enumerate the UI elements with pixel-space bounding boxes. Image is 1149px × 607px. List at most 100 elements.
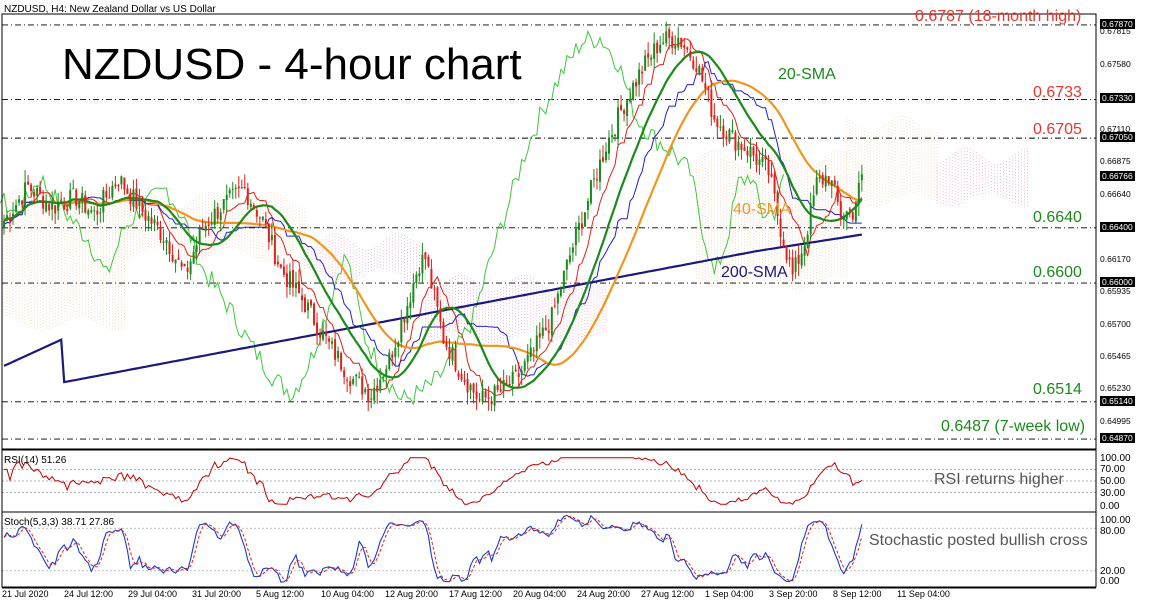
candle-body	[255, 210, 258, 217]
candle-body	[39, 187, 42, 194]
rsi-tick-30: 30.00	[1100, 488, 1126, 499]
candle-body	[3, 221, 5, 229]
time-tick: 11 Sep 04:00	[897, 589, 950, 599]
candle-body	[313, 303, 316, 325]
candle-body	[782, 239, 785, 247]
candle-body	[307, 302, 310, 311]
candle-body	[716, 118, 719, 127]
candle-body	[319, 335, 322, 338]
candle-body	[421, 254, 424, 274]
candle-body	[346, 379, 349, 381]
candle-body	[472, 383, 475, 393]
candle-body	[502, 379, 505, 391]
candle-body	[574, 228, 577, 246]
candle-body	[457, 373, 460, 377]
candle-body	[728, 129, 731, 142]
candle-body	[857, 182, 860, 205]
candle-body	[18, 199, 21, 203]
candle-body	[285, 273, 288, 287]
candle-body	[352, 378, 355, 384]
stoch-tick-0: 0.00	[1100, 576, 1120, 587]
time-tick: 21 Jul 2020	[2, 589, 49, 599]
candle-body	[767, 160, 770, 176]
candle-body	[358, 376, 361, 378]
candle-body	[568, 255, 571, 263]
candle-body	[815, 177, 818, 195]
rsi-tick-0: 0.00	[1100, 501, 1120, 512]
candle-body	[653, 43, 656, 59]
candle-body	[668, 29, 671, 38]
candle-body	[240, 187, 243, 189]
panel-frame	[1, 13, 1097, 450]
candle-body	[677, 37, 680, 48]
candle-body	[310, 300, 313, 306]
candle-body	[806, 234, 809, 248]
candle-body	[493, 385, 496, 406]
candle-body	[427, 256, 430, 267]
candle-body	[641, 71, 644, 74]
price-tick: 0.65700	[1100, 318, 1131, 329]
candle-body	[219, 212, 222, 221]
candle-body	[21, 200, 24, 205]
candle-body	[556, 293, 559, 304]
candle-body	[328, 338, 331, 342]
candle-body	[93, 210, 96, 212]
sma20-line	[3, 50, 863, 389]
candle-body	[42, 196, 45, 209]
candle-body	[484, 391, 487, 398]
candle-body	[550, 307, 553, 336]
stoch-tick-80: 80.00	[1100, 526, 1126, 537]
time-tick: 29 Jul 04:00	[128, 589, 178, 599]
candle-body	[833, 180, 836, 185]
level-label-0733: 0.6733	[1033, 84, 1082, 101]
price-tick: 0.66766	[1100, 171, 1135, 182]
candle-body	[282, 266, 285, 275]
candle-body	[141, 200, 144, 212]
candle-body	[752, 146, 755, 156]
candle-body	[276, 261, 279, 265]
level-label-0600: 0.6600	[1033, 264, 1082, 281]
candle-body	[490, 401, 493, 405]
candle-body	[592, 178, 595, 180]
candle-body	[797, 254, 800, 264]
candle-body	[758, 159, 761, 165]
candle-body	[586, 200, 589, 210]
candle-body	[150, 217, 153, 224]
candle-body	[117, 185, 120, 187]
candle-body	[698, 66, 701, 75]
candle-body	[544, 327, 547, 331]
candle-body	[722, 125, 725, 139]
candle-body	[505, 382, 508, 384]
candle-body	[571, 247, 574, 253]
candle-body	[291, 269, 294, 288]
candle-body	[731, 130, 734, 133]
candle-body	[51, 203, 54, 210]
price-tick: 0.66170	[1100, 253, 1131, 264]
candle-body	[776, 192, 779, 216]
candle-body	[469, 384, 472, 391]
rsi-tick-70: 70.00	[1100, 464, 1126, 475]
time-tick: 24 Jul 12:00	[64, 589, 114, 599]
candle-body	[496, 385, 499, 390]
candle-body	[27, 181, 30, 185]
candle-body	[57, 203, 60, 211]
candle-body	[499, 389, 502, 392]
candle-body	[436, 287, 439, 307]
candle-body	[147, 215, 150, 222]
candle-body	[854, 203, 857, 222]
candle-body	[541, 327, 544, 336]
candle-body	[562, 270, 565, 289]
candle-body	[45, 202, 48, 212]
candle-body	[270, 235, 273, 241]
candles	[3, 21, 863, 412]
level-lines	[2, 24, 1096, 440]
time-tick: 27 Aug 12:00	[641, 589, 695, 599]
candle-body	[686, 47, 689, 50]
candle-body	[845, 211, 848, 220]
candle-body	[325, 332, 328, 336]
candle-body	[84, 195, 87, 213]
rsi-label: RSI(14) 51.26	[4, 455, 67, 466]
rsi-line	[4, 457, 863, 505]
candle-body	[144, 209, 147, 221]
candle-body	[565, 259, 568, 270]
